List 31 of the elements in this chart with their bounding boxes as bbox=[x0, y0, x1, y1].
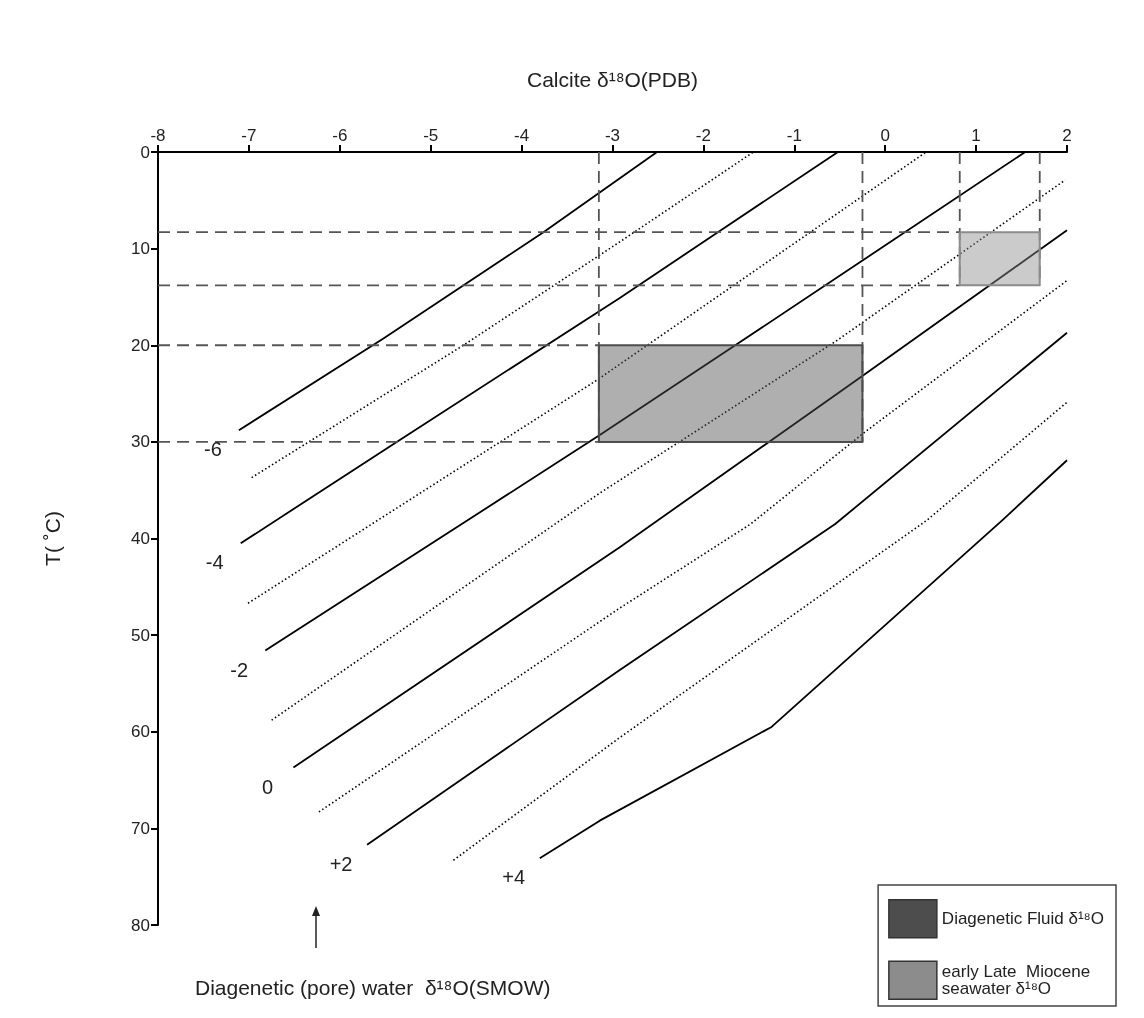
y-tick-label: 60 bbox=[131, 722, 150, 742]
x-tick-label: -4 bbox=[514, 126, 530, 145]
x-tick-label: -3 bbox=[604, 126, 621, 145]
x-tick-label: -8 bbox=[150, 126, 166, 145]
legend-label: early Late Miocene seawater δ¹⁸O bbox=[941, 962, 1095, 999]
x-tick-label: -7 bbox=[241, 126, 257, 145]
text: Diagenetic (pore) water δ¹⁸O(SMOW) bbox=[195, 976, 551, 999]
x-tick-label: 0 bbox=[880, 126, 890, 145]
y-axis-title: T( ˚C) bbox=[41, 511, 64, 566]
legend-label: -6 bbox=[204, 438, 222, 461]
series-label: -2 bbox=[230, 658, 249, 681]
series-label: +4 bbox=[502, 866, 526, 889]
series-label: +2 bbox=[329, 852, 353, 875]
x-tick-label: -2 bbox=[695, 126, 711, 145]
y-tick-label: 10 bbox=[131, 239, 150, 259]
y-tick-label: 20 bbox=[131, 335, 150, 355]
legend-label: Diagenetic Fluid δ¹⁸O bbox=[941, 909, 1104, 929]
x-tick-label: -5 bbox=[423, 126, 439, 145]
y-tick-label: 80 bbox=[131, 915, 150, 935]
y-tick-label: 30 bbox=[131, 432, 150, 452]
series-label: 0 bbox=[261, 775, 273, 798]
series-label: -4 bbox=[205, 551, 224, 574]
y-tick-label: 0 bbox=[140, 142, 150, 162]
y-tick-label: 50 bbox=[131, 625, 150, 645]
x-tick-label: -1 bbox=[786, 126, 802, 145]
y-tick-label: 40 bbox=[131, 529, 150, 548]
x-axis-title: Calcite δ¹⁸O(PDB) bbox=[526, 68, 699, 91]
x-tick-label: 1 bbox=[971, 126, 981, 145]
y-tick-label: 70 bbox=[131, 818, 150, 838]
x-tick-label: 2 bbox=[1062, 126, 1072, 145]
x-tick-label: -6 bbox=[332, 126, 348, 145]
